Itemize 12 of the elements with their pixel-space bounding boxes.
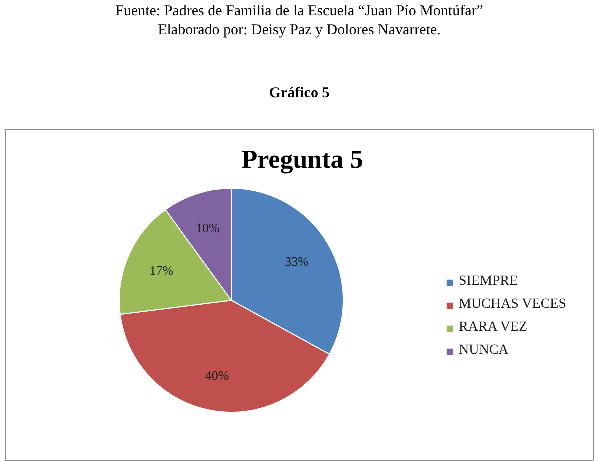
text: Gráfico 5 <box>269 86 330 102</box>
data-label: 17% <box>150 262 174 278</box>
legend-label: RARA VEZ <box>459 319 528 337</box>
chart-title: Pregunta 5 <box>242 145 364 174</box>
source-note: Fuente: Padres de Familia de la Escuela “Juan Pío Montúfar” <box>116 4 484 20</box>
data-label: 40% <box>205 368 230 383</box>
legend-label: MUCHAS VECES <box>459 296 566 314</box>
legend-label: SIEMPRE <box>459 273 518 291</box>
text: Elaborado por: Deisy Paz y Dolores Navarrete. <box>158 22 441 38</box>
data-label: 10% <box>196 220 220 236</box>
data-label: 33% <box>285 254 310 270</box>
legend-label: NUNCA <box>459 342 509 360</box>
